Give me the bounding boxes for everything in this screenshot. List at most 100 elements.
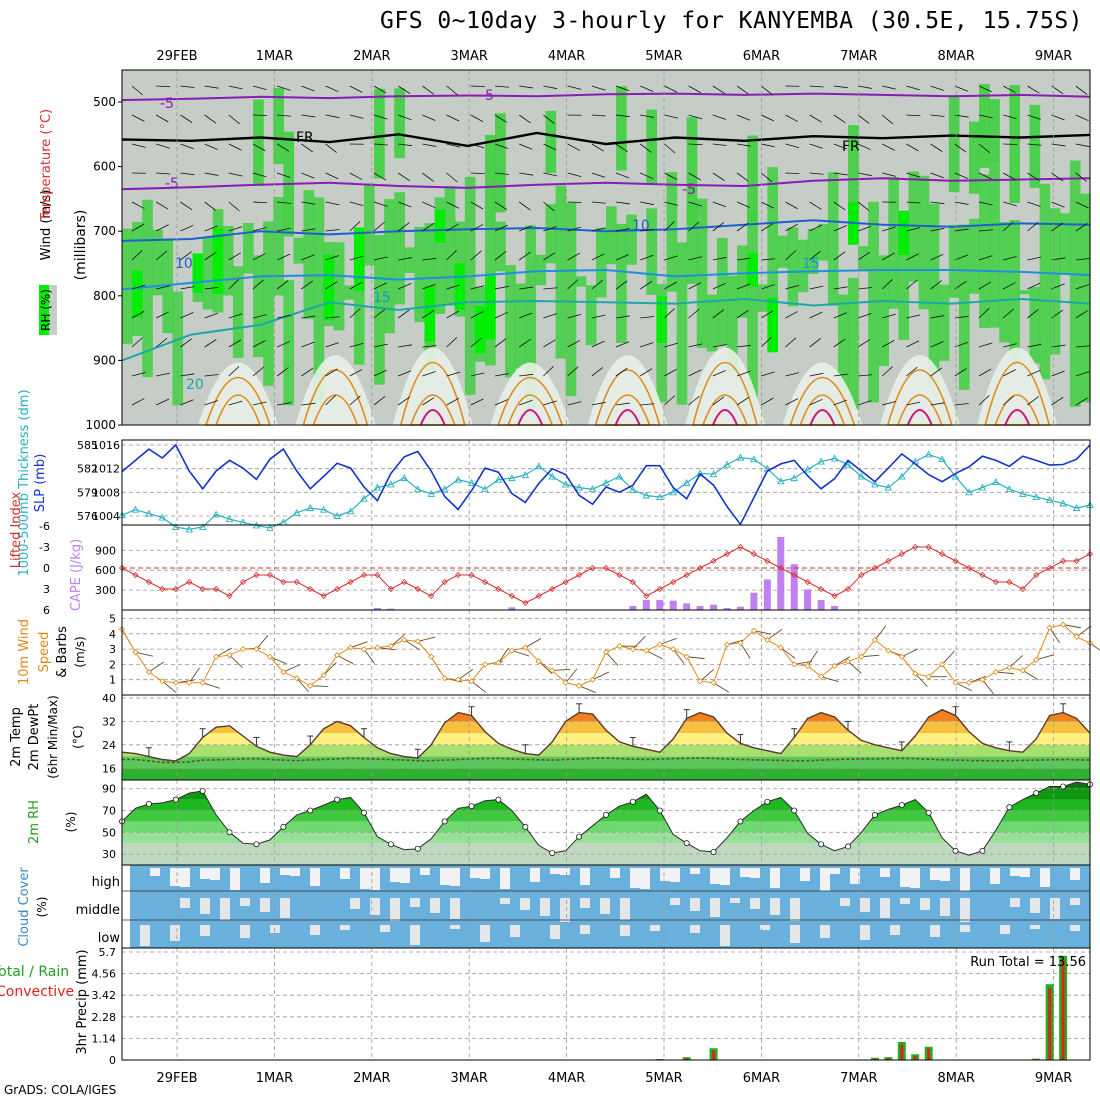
rh-shade xyxy=(898,211,909,255)
cloud-middle-cell xyxy=(580,898,590,908)
wind10-barb xyxy=(1009,655,1022,667)
cloud-low-cell xyxy=(650,925,660,931)
cloud-middle-cell xyxy=(690,898,700,911)
cloud-high-cell xyxy=(640,868,650,889)
cloud-low-cell xyxy=(480,925,490,942)
cloud-unit: (%) xyxy=(35,897,49,918)
cloud-high-cell xyxy=(1040,868,1050,887)
temp2m-label: 2m Temp xyxy=(9,707,24,767)
cloud-low-cell xyxy=(380,925,390,932)
rh-band xyxy=(122,821,1090,832)
wind10-barb xyxy=(982,680,993,694)
precip-tick-label: 4.56 xyxy=(92,968,117,981)
cloud-high-cell xyxy=(560,868,570,875)
wind10-barb xyxy=(230,655,243,668)
cloud-middle-cell xyxy=(280,898,290,918)
isotherm-label: FR xyxy=(296,130,314,146)
rh-shade xyxy=(616,224,627,343)
cloud-high-cell xyxy=(690,868,700,874)
rh2m-point xyxy=(1007,805,1012,810)
lifted-index-label: Lifted Index xyxy=(9,491,24,568)
isotherm-label: -5 xyxy=(682,182,696,198)
wind10-barb xyxy=(337,655,353,663)
rh-shade xyxy=(1009,220,1020,365)
rh-shade xyxy=(646,110,657,184)
rh-band xyxy=(122,789,1090,800)
cloud-high-cell xyxy=(670,868,680,882)
temp-band xyxy=(122,757,1090,769)
cloud-middle-cell xyxy=(1070,898,1080,905)
slp-tick-label: 1008 xyxy=(92,486,120,499)
rh-shade xyxy=(1040,184,1051,380)
rh2m-point xyxy=(738,819,743,824)
cloud-low-cell xyxy=(170,925,180,941)
temp-band xyxy=(122,733,1090,745)
cloud-middle-cell xyxy=(900,898,910,904)
rh2m-point xyxy=(415,846,420,851)
rh2m-point xyxy=(603,812,608,817)
wind10-tick-label: 4 xyxy=(109,628,116,641)
cloud-high-cell xyxy=(930,868,940,880)
cloud-low-cell xyxy=(410,925,420,945)
rh2m-point xyxy=(845,844,850,849)
wind10-point xyxy=(402,637,407,642)
cloud-high-cell xyxy=(150,868,160,876)
cloud-high-cell xyxy=(1070,868,1080,880)
rh-band xyxy=(122,832,1090,843)
precip-convective-bar xyxy=(927,1049,930,1060)
wind10-point xyxy=(657,642,662,647)
rh-shade xyxy=(374,89,385,179)
rh-shade xyxy=(697,199,708,348)
cape-tick-label: 300 xyxy=(95,584,116,597)
rh-shade xyxy=(122,229,133,344)
precip-convective-legend: Convective xyxy=(0,984,74,1000)
cloud-high-cell xyxy=(280,868,290,875)
temp-band xyxy=(122,704,1090,710)
li-tick-label: 3 xyxy=(43,583,50,596)
rh-shade xyxy=(707,295,718,352)
cloud-low-cell xyxy=(270,925,280,933)
rh-shade xyxy=(546,204,557,263)
cloud-low-cell xyxy=(820,925,830,938)
rh-shade xyxy=(858,246,869,269)
rh2m-point xyxy=(819,842,824,847)
wind10-barb xyxy=(203,683,220,689)
isotherm-label: 10 xyxy=(175,256,193,272)
rh-bands xyxy=(122,780,1090,865)
date-label-top: 29FEB xyxy=(156,49,197,64)
rh-shade xyxy=(223,226,234,296)
cloud-low-cell xyxy=(1030,925,1040,929)
cloud-high-cell xyxy=(820,868,830,891)
precip-convective-bar xyxy=(914,1056,917,1060)
minmax-label: (6hr Min/Max) xyxy=(46,695,60,779)
cape-bar xyxy=(750,593,757,610)
date-label-bottom: 6MAR xyxy=(743,1071,780,1086)
rh2m-point xyxy=(442,819,447,824)
cape-bar xyxy=(804,589,811,610)
rh2m-point xyxy=(792,808,797,813)
rh-shade xyxy=(596,228,607,298)
cloud-high-cell xyxy=(470,868,480,878)
cape-bar xyxy=(764,579,771,610)
cloud-high-cell xyxy=(200,868,210,879)
cloud-high-cell xyxy=(170,868,180,886)
rh-shade xyxy=(969,219,980,294)
cloud-middle-cell xyxy=(180,898,190,908)
rh-shade xyxy=(1030,287,1041,364)
rh-shade xyxy=(485,135,496,228)
rh2m-tick-label: 90 xyxy=(102,783,116,796)
rh-shade xyxy=(979,174,990,328)
wind10-barb xyxy=(875,626,886,640)
rh-shade xyxy=(677,242,688,404)
cloud-middle-cell xyxy=(960,898,970,922)
date-label-top: 6MAR xyxy=(743,49,780,64)
isotherm-label: 15 xyxy=(373,290,391,306)
wind10-barb xyxy=(351,642,368,648)
date-label-bottom: 2MAR xyxy=(353,1071,390,1086)
cloud-high-cell xyxy=(340,868,350,879)
wind10-barb xyxy=(256,635,268,649)
cloud-middle-cell xyxy=(880,898,890,918)
cloud-middle-cell xyxy=(430,898,440,913)
temp-unit-label: (°C) xyxy=(71,725,85,749)
wind10-barb xyxy=(579,686,596,693)
